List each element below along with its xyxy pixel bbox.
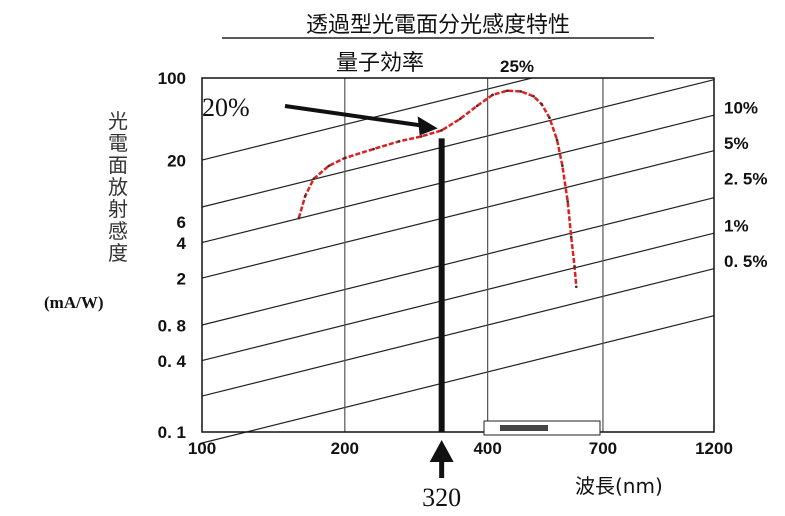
x-tick-label: 700 [589, 439, 617, 458]
series-point [303, 194, 307, 198]
series-layer [297, 89, 578, 289]
series-point [343, 156, 347, 160]
series-point [440, 129, 443, 132]
y-label-char: 射 [108, 197, 128, 221]
y-label-char: 感 [108, 219, 128, 243]
series-point [505, 89, 509, 93]
y-label-char: 放 [108, 175, 128, 199]
plot-frame [201, 77, 715, 433]
y-label-char: 面 [108, 153, 128, 177]
series-point [555, 138, 559, 141]
qe-line [201, 268, 715, 397]
qe-line-label: 10% [724, 98, 758, 117]
series-point [548, 116, 551, 120]
chart-subtitle: 量子効率 [336, 51, 424, 76]
wavelength-marker-bar [438, 138, 445, 432]
series-point [519, 90, 523, 93]
y-label-char: 光 [108, 109, 128, 133]
x-axis-ticks: 100 200 400 700 1200 [188, 439, 733, 458]
y-tick-label: 6 [177, 213, 186, 232]
qe-line [201, 79, 715, 208]
qe-line-label: 5% [724, 134, 749, 153]
qe-line-label: 1% [724, 216, 749, 235]
series-point [540, 102, 543, 106]
qe-line-label: 25% [500, 57, 534, 76]
series-line [297, 89, 578, 287]
y-axis-ticks: 100 20 6 4 2 0. 8 0. 4 0. 1 [158, 69, 187, 442]
qe-line [201, 150, 715, 279]
series-point [312, 177, 316, 181]
y-tick-label: 20 [167, 151, 186, 170]
qe-line [201, 232, 715, 362]
y-axis-unit: (mA/W) [44, 293, 103, 312]
x-tick-label: 400 [473, 439, 501, 458]
series-point [327, 164, 331, 168]
chart-title: 透過型光電面分光感度特性 [306, 13, 570, 38]
series-point [420, 135, 423, 138]
wavelength-arrow-head [429, 440, 454, 462]
y-tick-label: 0. 1 [158, 423, 186, 442]
qe-line [201, 197, 715, 326]
y-tick-label: 0. 4 [158, 352, 187, 371]
annotation-20-percent: 20% [202, 93, 250, 122]
quantum-efficiency-lines [201, 77, 715, 444]
annotation-320: 320 [422, 483, 461, 512]
x-tick-label: 200 [331, 439, 359, 458]
series-point [574, 285, 578, 289]
x-axis-label: 波長(nm) [575, 474, 663, 498]
qe-line [201, 315, 715, 444]
series-point [458, 117, 462, 121]
qe-labels: 25% 10% 5% 2. 5% 1% 0. 5% [500, 57, 767, 271]
series-point [532, 94, 535, 98]
series-point [566, 200, 570, 203]
series-point [561, 164, 564, 168]
qe-line [201, 114, 715, 244]
series-point [372, 147, 375, 151]
x-tick-label: 1200 [695, 439, 733, 458]
y-label-char: 電 [108, 131, 128, 155]
grid-lines [344, 78, 604, 432]
series-point [569, 235, 573, 239]
y-tick-label: 2 [177, 269, 186, 288]
qe-line-label: 2. 5% [724, 169, 767, 188]
x-tick-label: 100 [188, 439, 216, 458]
series-point [475, 104, 479, 108]
legend-marker [500, 425, 548, 431]
series-point [397, 140, 401, 143]
y-tick-label: 100 [158, 69, 186, 88]
series-point [573, 265, 576, 269]
series-point [491, 93, 495, 97]
annotation-arrow-head [417, 116, 438, 136]
y-label-char: 度 [108, 241, 128, 265]
y-tick-label: 4 [177, 234, 187, 253]
series-point [297, 216, 301, 220]
annotation-layer: 20% 320 [202, 93, 461, 512]
annotation-arrow-shaft [284, 104, 428, 129]
y-tick-label: 0. 8 [158, 316, 186, 335]
qe-line-label: 0. 5% [724, 252, 767, 271]
